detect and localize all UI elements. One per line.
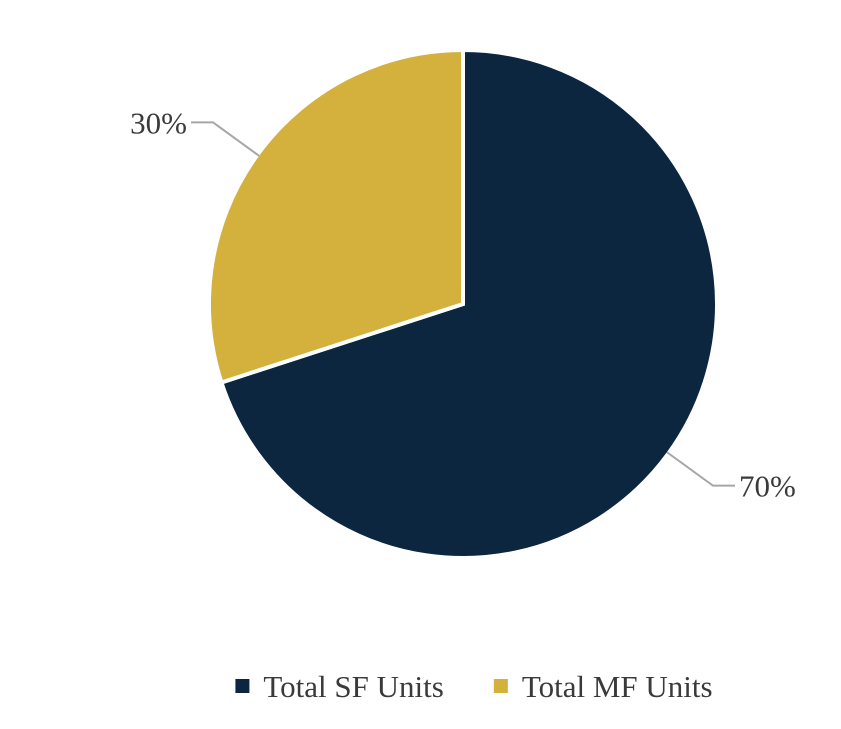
legend-label-total-mf-units: Total MF Units [522,669,713,704]
data-label-total-sf-units: 70% [739,469,796,504]
data-label-total-mf-units: 30% [130,105,187,140]
leader-lines [191,121,735,487]
data-labels: 70% 30% [130,105,796,503]
leader-line-total-sf-units [666,451,735,487]
legend-label-total-sf-units: Total SF Units [263,669,443,704]
legend-item-total-mf-units: Total MF Units [493,669,713,704]
leader-line-total-mf-units [191,121,260,157]
legend-swatch-total-mf-units [493,679,508,693]
legend-swatch-total-sf-units [235,679,250,693]
legend-item-total-sf-units: Total SF Units [235,669,444,704]
pie-slices [207,47,719,560]
legend: Total SF Units Total MF Units [235,669,713,704]
